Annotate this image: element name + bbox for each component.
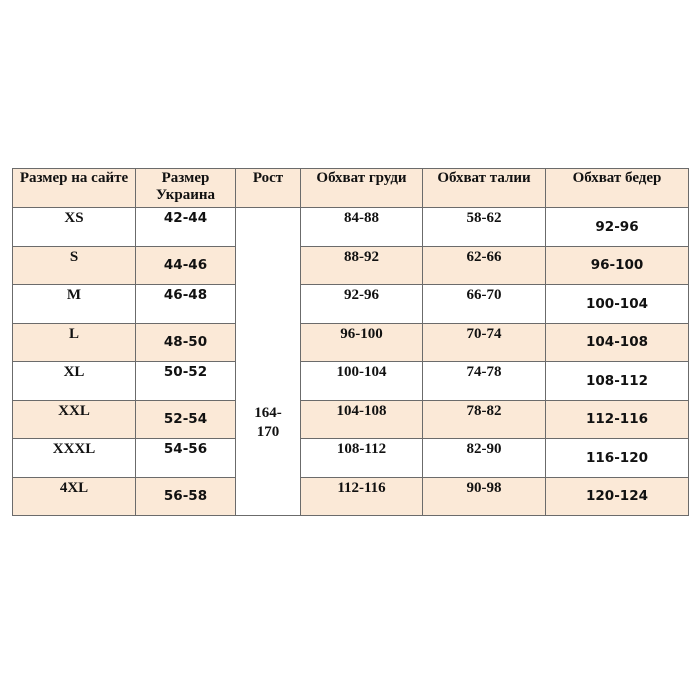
cell-height: 164- 170 bbox=[235, 207, 301, 516]
size-chart-table: Размер на сайте Размер Украина Рост Обхв… bbox=[12, 168, 689, 516]
cell-hips: 100-104 bbox=[545, 284, 689, 324]
cell-site-size: L bbox=[12, 322, 136, 362]
table-row: S 44-46 88-92 62-66 96-100 bbox=[12, 245, 689, 285]
cell-chest: 112-116 bbox=[300, 476, 423, 516]
cell-hips: 108-112 bbox=[545, 361, 689, 401]
cell-site-size: M bbox=[12, 284, 136, 324]
cell-hips: 96-100 bbox=[545, 245, 689, 285]
cell-ukraine-size: 54-56 bbox=[135, 438, 236, 478]
cell-waist: 74-78 bbox=[422, 361, 546, 401]
header-hips: Обхват бедер bbox=[545, 168, 689, 208]
table-row: 4XL 56-58 112-116 90-98 120-124 bbox=[12, 476, 689, 516]
cell-site-size: XXXL bbox=[12, 438, 136, 478]
height-value: 164- 170 bbox=[254, 405, 282, 440]
cell-waist: 58-62 bbox=[422, 207, 546, 247]
cell-ukraine-size: 44-46 bbox=[135, 245, 236, 285]
cell-chest: 96-100 bbox=[300, 322, 423, 362]
table-row: L 48-50 96-100 70-74 104-108 bbox=[12, 322, 689, 362]
cell-chest: 104-108 bbox=[300, 399, 423, 439]
header-height: Рост bbox=[235, 168, 301, 208]
cell-waist: 78-82 bbox=[422, 399, 546, 439]
cell-ukraine-size: 42-44 bbox=[135, 207, 236, 247]
cell-waist: 90-98 bbox=[422, 476, 546, 516]
cell-chest: 108-112 bbox=[300, 438, 423, 478]
cell-hips: 120-124 bbox=[545, 476, 689, 516]
cell-ukraine-size: 56-58 bbox=[135, 476, 236, 516]
cell-waist: 70-74 bbox=[422, 322, 546, 362]
cell-chest: 92-96 bbox=[300, 284, 423, 324]
cell-waist: 62-66 bbox=[422, 245, 546, 285]
table-row: XXL 52-54 104-108 78-82 112-116 bbox=[12, 399, 689, 439]
cell-ukraine-size: 52-54 bbox=[135, 399, 236, 439]
cell-hips: 116-120 bbox=[545, 438, 689, 478]
cell-waist: 82-90 bbox=[422, 438, 546, 478]
cell-chest: 88-92 bbox=[300, 245, 423, 285]
cell-hips: 112-116 bbox=[545, 399, 689, 439]
header-ukraine-size: Размер Украина bbox=[135, 168, 236, 208]
cell-waist: 66-70 bbox=[422, 284, 546, 324]
header-chest: Обхват груди bbox=[300, 168, 423, 208]
table-row: XXXL 54-56 108-112 82-90 116-120 bbox=[12, 438, 689, 478]
header-waist: Обхват талии bbox=[422, 168, 546, 208]
table-row: XL 50-52 100-104 74-78 108-112 bbox=[12, 361, 689, 401]
cell-hips: 104-108 bbox=[545, 322, 689, 362]
cell-site-size: XXL bbox=[12, 399, 136, 439]
table-row: M 46-48 92-96 66-70 100-104 bbox=[12, 284, 689, 324]
cell-site-size: XS bbox=[12, 207, 136, 247]
cell-ukraine-size: 48-50 bbox=[135, 322, 236, 362]
cell-ukraine-size: 50-52 bbox=[135, 361, 236, 401]
header-site-size: Размер на сайте bbox=[12, 168, 136, 208]
cell-chest: 100-104 bbox=[300, 361, 423, 401]
table-row: XS 42-44 164- 170 84-88 58-62 92-96 bbox=[12, 207, 689, 516]
cell-site-size: S bbox=[12, 245, 136, 285]
cell-chest: 84-88 bbox=[300, 207, 423, 247]
header-row: Размер на сайте Размер Украина Рост Обхв… bbox=[12, 168, 689, 208]
cell-site-size: 4XL bbox=[12, 476, 136, 516]
cell-hips: 92-96 bbox=[545, 207, 689, 247]
cell-ukraine-size: 46-48 bbox=[135, 284, 236, 324]
cell-site-size: XL bbox=[12, 361, 136, 401]
